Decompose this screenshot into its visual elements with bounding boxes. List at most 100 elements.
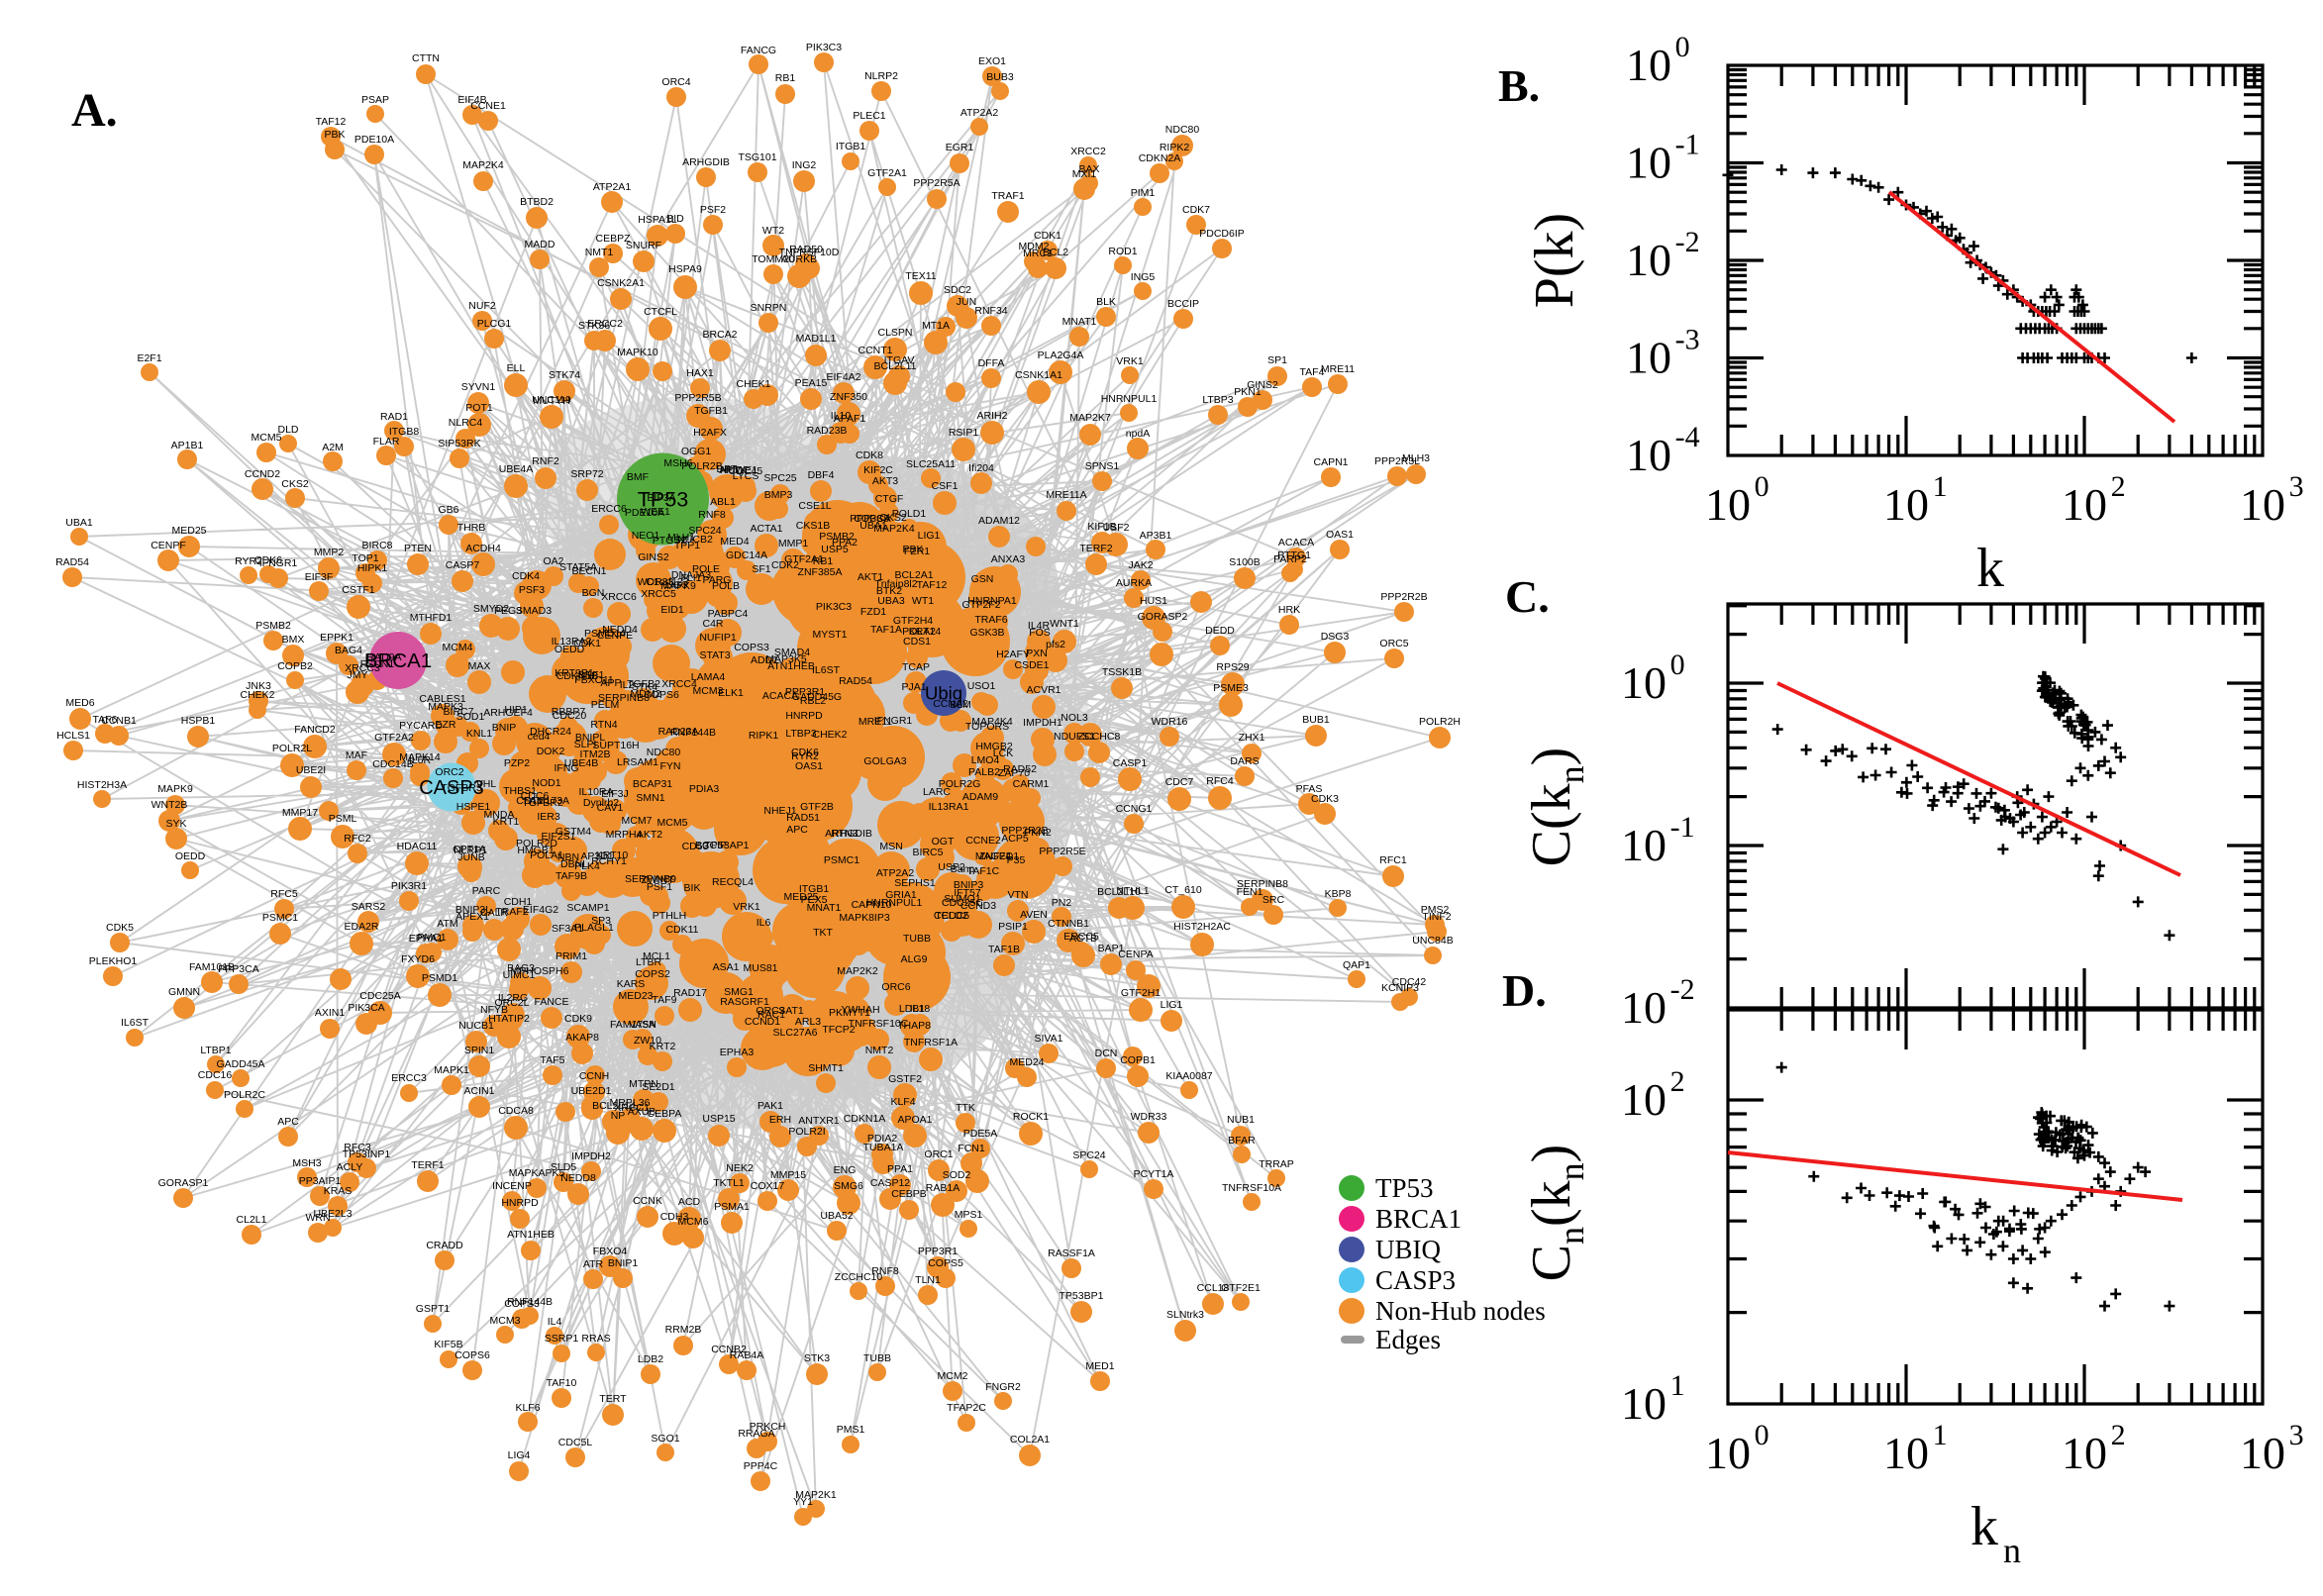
svg-text:SNRPN: SNRPN bbox=[751, 302, 787, 314]
svg-text:GSK3B: GSK3B bbox=[969, 627, 1004, 639]
svg-text:GDC14A: GDC14A bbox=[726, 549, 767, 561]
svg-text:ORC1: ORC1 bbox=[924, 1148, 953, 1160]
svg-text:HIPK1: HIPK1 bbox=[357, 562, 388, 574]
svg-text:NLRP2: NLRP2 bbox=[864, 70, 898, 82]
svg-text:UBIQ: UBIQ bbox=[1375, 1235, 1441, 1264]
svg-text:CAV1: CAV1 bbox=[597, 802, 624, 814]
svg-text:MMP1: MMP1 bbox=[778, 538, 808, 549]
svg-text:CDCA8: CDCA8 bbox=[498, 1105, 534, 1117]
svg-text:RNF34: RNF34 bbox=[974, 305, 1007, 317]
svg-text:PBK: PBK bbox=[324, 129, 345, 141]
svg-text:PPP3CA: PPP3CA bbox=[850, 513, 890, 525]
svg-text:MADD: MADD bbox=[525, 239, 556, 250]
svg-text:EIF4B: EIF4B bbox=[457, 94, 486, 106]
svg-text:BCL2A1: BCL2A1 bbox=[894, 569, 933, 581]
svg-text:CENPF: CENPF bbox=[151, 540, 186, 551]
svg-text:OAS1: OAS1 bbox=[1326, 529, 1354, 541]
svg-text:FCN1: FCN1 bbox=[958, 1143, 985, 1154]
svg-text:AKAP8: AKAP8 bbox=[565, 1032, 599, 1044]
svg-text:CCNK: CCNK bbox=[633, 1195, 662, 1207]
svg-text:PRIM1: PRIM1 bbox=[556, 950, 587, 962]
svg-text:XRCC3: XRCC3 bbox=[345, 662, 380, 674]
svg-text:10: 10 bbox=[1621, 1378, 1666, 1429]
svg-text:EPHA1: EPHA1 bbox=[409, 933, 444, 945]
svg-text:FANCD2: FANCD2 bbox=[294, 724, 336, 736]
svg-text:TP53AP1: TP53AP1 bbox=[705, 840, 750, 851]
svg-text:KARS: KARS bbox=[617, 978, 646, 990]
svg-text:TSG101: TSG101 bbox=[738, 151, 776, 163]
svg-text:PXN: PXN bbox=[1026, 648, 1048, 659]
svg-text:CHEK1: CHEK1 bbox=[736, 378, 770, 390]
svg-text:SPC24: SPC24 bbox=[688, 525, 721, 537]
svg-text:IMPDH1: IMPDH1 bbox=[1023, 717, 1062, 729]
svg-text:E2F1: E2F1 bbox=[137, 352, 161, 364]
svg-text:XRCC4: XRCC4 bbox=[661, 678, 697, 690]
svg-text:BRF1: BRF1 bbox=[578, 669, 605, 681]
svg-text:WNT1: WNT1 bbox=[1050, 618, 1079, 630]
svg-text:NUFIP1: NUFIP1 bbox=[699, 632, 737, 644]
svg-text:SIVA1: SIVA1 bbox=[1035, 1033, 1063, 1045]
svg-text:GADD45A: GADD45A bbox=[216, 1058, 264, 1070]
svg-text:CCNH: CCNH bbox=[579, 1070, 609, 1082]
svg-text:BCL2L10: BCL2L10 bbox=[1097, 886, 1141, 898]
svg-text:USF2: USF2 bbox=[1103, 522, 1130, 534]
svg-text:CDK6: CDK6 bbox=[254, 554, 282, 566]
svg-text:IL6ST: IL6ST bbox=[812, 664, 841, 676]
svg-text:DCN: DCN bbox=[1095, 1047, 1118, 1059]
svg-text:CCNE1: CCNE1 bbox=[470, 100, 506, 112]
svg-text:10: 10 bbox=[1883, 479, 1929, 530]
svg-text:SPC24: SPC24 bbox=[1072, 1149, 1105, 1161]
svg-text:AP3B1: AP3B1 bbox=[1140, 530, 1172, 542]
svg-text:TNFRSF10C: TNFRSF10C bbox=[849, 1018, 909, 1030]
svg-text:MRE11: MRE11 bbox=[1321, 363, 1355, 375]
svg-text:HAX1: HAX1 bbox=[686, 367, 714, 379]
svg-text:GTF2A1: GTF2A1 bbox=[784, 553, 824, 565]
svg-text:KCNIP3: KCNIP3 bbox=[1381, 982, 1419, 994]
svg-text:GRIA1: GRIA1 bbox=[885, 889, 917, 901]
svg-text:CDK7: CDK7 bbox=[1182, 204, 1210, 216]
svg-text:CEBPZ: CEBPZ bbox=[595, 233, 631, 245]
svg-text:NFYB: NFYB bbox=[480, 1004, 508, 1016]
svg-text:UBA1: UBA1 bbox=[65, 517, 93, 529]
svg-text:FANCE: FANCE bbox=[534, 996, 568, 1008]
svg-text:LIG1: LIG1 bbox=[1161, 999, 1183, 1011]
svg-text:COPB1: COPB1 bbox=[1120, 1054, 1156, 1066]
svg-text:ELK1: ELK1 bbox=[718, 687, 744, 699]
svg-text:FNGR2: FNGR2 bbox=[985, 1381, 1021, 1393]
svg-text:C1orf123: C1orf123 bbox=[646, 576, 688, 588]
svg-text:ACLY: ACLY bbox=[337, 1161, 363, 1173]
svg-text:DOK2: DOK2 bbox=[537, 746, 565, 757]
svg-text:10: 10 bbox=[1621, 982, 1666, 1033]
svg-text:CL2L1: CL2L1 bbox=[237, 1214, 267, 1226]
svg-text:A.: A. bbox=[71, 84, 118, 137]
svg-text:PTEN: PTEN bbox=[404, 543, 432, 554]
svg-text:PPP2R3L: PPP2R3L bbox=[1374, 455, 1420, 467]
svg-text:UIMC1: UIMC1 bbox=[503, 969, 536, 981]
svg-text:HSPB1: HSPB1 bbox=[181, 715, 216, 727]
svg-text:FBXO4: FBXO4 bbox=[593, 1246, 628, 1257]
svg-text:SMAD3: SMAD3 bbox=[516, 605, 552, 617]
svg-text:ATP2A2: ATP2A2 bbox=[960, 107, 998, 119]
svg-text:VRK1: VRK1 bbox=[733, 901, 760, 913]
svg-text:MSN: MSN bbox=[879, 841, 902, 852]
svg-text:CKS2: CKS2 bbox=[281, 478, 309, 490]
svg-text:FZR1: FZR1 bbox=[904, 546, 930, 557]
svg-text:MPHOSPH6: MPHOSPH6 bbox=[511, 965, 569, 977]
svg-text:RNF144B: RNF144B bbox=[507, 1296, 553, 1308]
svg-text:10: 10 bbox=[2240, 1428, 2285, 1478]
svg-text:ORC5: ORC5 bbox=[1379, 638, 1408, 649]
svg-text:RAD23A: RAD23A bbox=[658, 726, 699, 738]
svg-text:RECQL4: RECQL4 bbox=[712, 876, 754, 888]
svg-text:CABLES1: CABLES1 bbox=[419, 693, 465, 705]
svg-text:BRCA1: BRCA1 bbox=[364, 649, 432, 672]
svg-text:RPS29: RPS29 bbox=[1216, 661, 1249, 673]
svg-text:ERH: ERH bbox=[769, 1114, 791, 1126]
svg-text:STK36: STK36 bbox=[578, 320, 610, 332]
svg-text:C.: C. bbox=[1505, 571, 1550, 622]
svg-text:10: 10 bbox=[1621, 1074, 1666, 1125]
svg-text:NLRC4: NLRC4 bbox=[449, 417, 483, 429]
svg-text:BIRC5: BIRC5 bbox=[913, 847, 944, 858]
svg-text:PDIA3: PDIA3 bbox=[689, 783, 720, 795]
svg-text:PSMB2: PSMB2 bbox=[819, 531, 855, 543]
svg-text:ACVR1: ACVR1 bbox=[1026, 684, 1060, 696]
